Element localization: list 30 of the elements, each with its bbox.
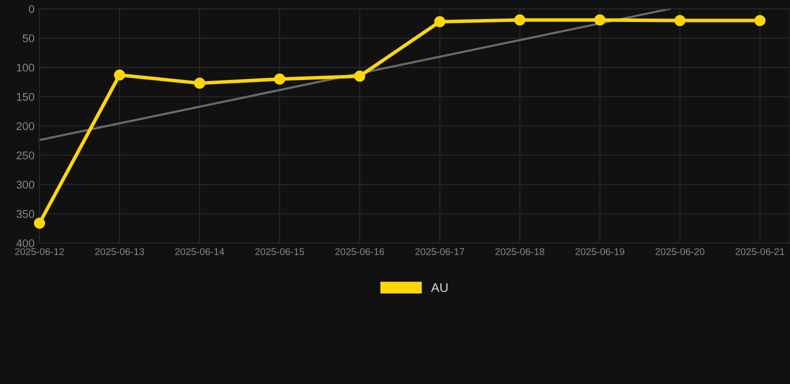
point bbox=[274, 74, 286, 85]
x-tick-label: 2025-06-12 bbox=[15, 248, 64, 256]
x-tick-label: 2025-06-17 bbox=[415, 248, 464, 256]
y-tick-label: 50 bbox=[22, 34, 34, 42]
x-tick-label: 2025-06-16 bbox=[335, 248, 384, 256]
y-tick-label: 0 bbox=[28, 5, 34, 13]
x-tick-label: 2025-06-19 bbox=[576, 248, 624, 256]
point bbox=[114, 69, 126, 81]
y-tick-label: 300 bbox=[16, 180, 34, 189]
point bbox=[354, 70, 366, 82]
point bbox=[34, 218, 46, 229]
x-tick-label: 2025-06-18 bbox=[495, 248, 544, 256]
x-tick-label: 2025-06-21 bbox=[736, 248, 784, 256]
x-tick-label: 2025-06-15 bbox=[255, 248, 304, 256]
point bbox=[434, 16, 446, 28]
y-tick-label: 350 bbox=[16, 210, 34, 218]
point bbox=[194, 78, 206, 89]
point bbox=[594, 14, 606, 26]
y-tick-label: 200 bbox=[16, 122, 34, 130]
x-tick-label: 2025-06-20 bbox=[656, 248, 704, 256]
y-tick-label: 100 bbox=[16, 64, 34, 72]
point bbox=[674, 14, 686, 26]
legend-label: AU bbox=[431, 283, 448, 292]
y-tick-label: 250 bbox=[16, 152, 34, 160]
y-tick-label: 150 bbox=[16, 92, 34, 101]
x-tick-label: 2025-06-14 bbox=[175, 248, 224, 256]
point bbox=[754, 14, 766, 26]
point bbox=[514, 14, 526, 26]
x-tick-label: 2025-06-13 bbox=[95, 248, 144, 256]
y-tick-label: 400 bbox=[16, 239, 34, 248]
